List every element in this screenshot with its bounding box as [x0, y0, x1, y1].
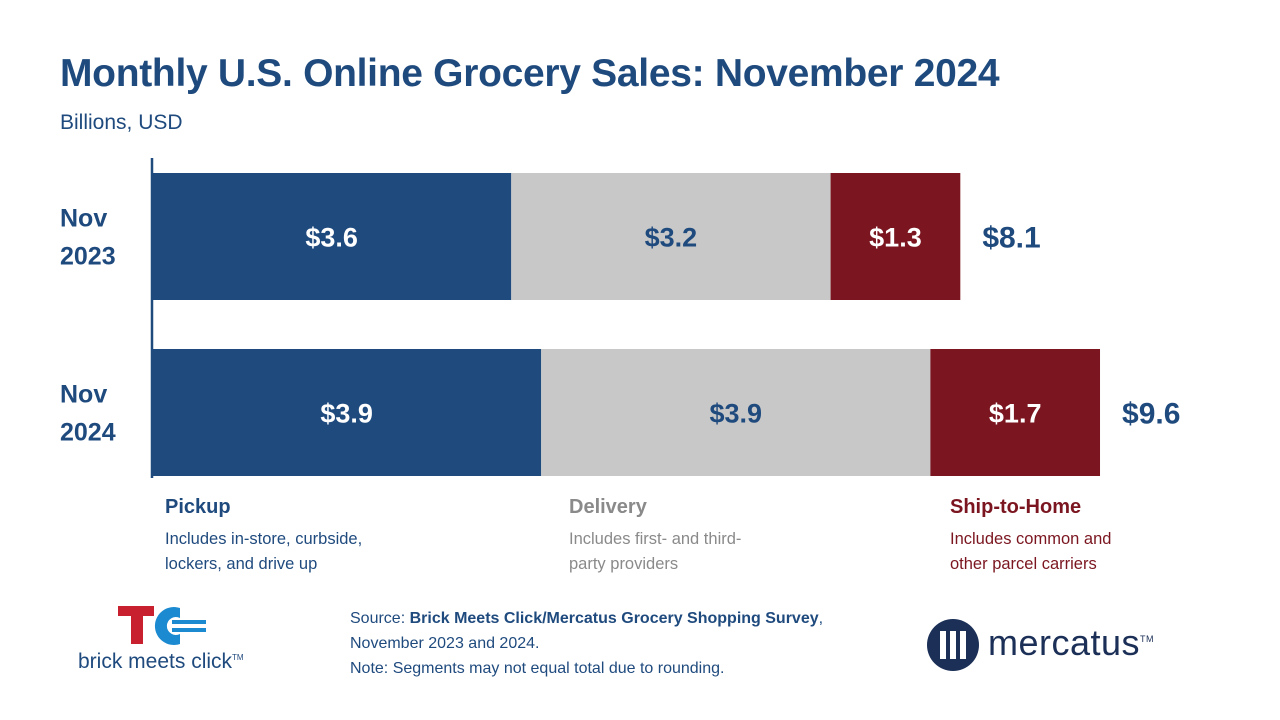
- source-name: Brick Meets Click/Mercatus Grocery Shopp…: [409, 610, 819, 627]
- legend-delivery-desc-line: party providers: [569, 555, 679, 573]
- mercatus-logo: mercatusTM: [926, 618, 1166, 678]
- legend-pickup-desc-line: lockers, and drive up: [165, 555, 318, 573]
- data-label-ship-to-home: $1.3: [869, 223, 922, 253]
- category-label: 2023: [60, 243, 116, 271]
- legend-pickup-title: Pickup: [165, 496, 231, 518]
- legend-delivery-title: Delivery: [569, 496, 647, 518]
- category-label: Nov: [60, 381, 107, 409]
- bar-segment-pickup: [152, 173, 512, 300]
- total-label: $8.1: [982, 222, 1040, 255]
- mercatus-wordmark: mercatus: [988, 622, 1141, 663]
- bar-segment-delivery: [541, 349, 931, 476]
- stacked-bar-chart: $3.6 $3.2 $1.3 $8.1 Nov 2023 $3.9 $3.9 $1.7 $9.6 N…: [60, 158, 1180, 478]
- bar-segment-ship-to-home: [830, 173, 961, 300]
- trademark-mark: TM: [232, 653, 244, 662]
- legend-delivery: Delivery Includes first- and third- part…: [569, 496, 829, 577]
- bar-segment-delivery: [511, 173, 831, 300]
- rounding-note: Note: Segments may not equal total due t…: [350, 660, 725, 677]
- source-date: November 2023 and 2024.: [350, 635, 540, 652]
- source-suffix: ,: [818, 610, 824, 627]
- legend-ship-desc-line: Includes common and: [950, 530, 1112, 548]
- brick-meets-click-logo: brick meets clickTM: [78, 604, 278, 684]
- mercatus-icon: [927, 619, 979, 671]
- chart-subtitle: Billions, USD: [60, 111, 183, 134]
- data-label-pickup: $3.6: [305, 223, 358, 253]
- trademark-mark: TM: [1140, 634, 1155, 644]
- bar-segment-pickup: [152, 349, 542, 476]
- data-label-delivery: $3.9: [710, 399, 763, 429]
- legend-ship-to-home: Ship-to-Home Includes common and other p…: [950, 496, 1210, 577]
- legend-pickup: Pickup Includes in-store, curbside, lock…: [165, 496, 425, 577]
- source-note: Source: Brick Meets Click/Mercatus Groce…: [350, 606, 870, 681]
- source-prefix: Source:: [350, 610, 410, 627]
- total-label: $9.6: [1122, 398, 1180, 431]
- category-label: Nov: [60, 205, 107, 233]
- data-label-pickup: $3.9: [320, 399, 373, 429]
- brick-meets-click-icon: [118, 606, 206, 645]
- chart-title: Monthly U.S. Online Grocery Sales: Novem…: [60, 52, 1000, 95]
- legend-pickup-desc-line: Includes in-store, curbside,: [165, 530, 363, 548]
- legend-delivery-desc-line: Includes first- and third-: [569, 530, 742, 548]
- data-label-delivery: $3.2: [645, 223, 698, 253]
- bar-segment-ship-to-home: [930, 349, 1101, 476]
- brick-meets-click-wordmark: brick meets click: [78, 650, 233, 673]
- legend-ship-title: Ship-to-Home: [950, 496, 1082, 518]
- data-label-ship-to-home: $1.7: [989, 399, 1042, 429]
- category-label: 2024: [60, 419, 116, 447]
- legend-ship-desc-line: other parcel carriers: [950, 555, 1097, 573]
